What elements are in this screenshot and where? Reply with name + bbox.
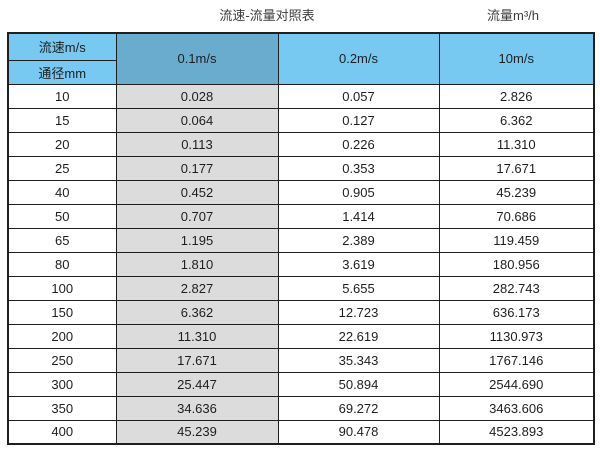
corner-velocity-label: 流速m/s: [7, 32, 117, 61]
table-row: 350 34.636 69.272 3463.606: [7, 395, 595, 421]
value-0-2ms-cell: 0.127: [277, 107, 440, 133]
table-row: 10 0.028 0.057 2.826: [7, 83, 595, 109]
table-row: 50 0.707 1.414 70.686: [7, 203, 595, 229]
value-10ms-cell: 6.362: [438, 107, 595, 133]
column-header-0-1ms: 0.1m/s: [115, 32, 279, 85]
table-row: 65 1.195 2.389 119.459: [7, 227, 595, 253]
diameter-cell: 40: [7, 179, 117, 205]
velocity-flowrate-table: 流速m/s 0.1m/s 0.2m/s 10m/s 通径mm 10 0.028 0.…: [7, 32, 595, 445]
value-0-1ms-cell: 0.028: [115, 83, 279, 109]
value-0-1ms-cell: 0.177: [115, 155, 279, 181]
table-row: 20 0.113 0.226 11.310: [7, 131, 595, 157]
diameter-cell: 200: [7, 323, 117, 349]
table-row: 150 6.362 12.723 636.173: [7, 299, 595, 325]
value-0-1ms-cell: 0.707: [115, 203, 279, 229]
table-row: 250 17.671 35.343 1767.146: [7, 347, 595, 373]
value-10ms-cell: 45.239: [438, 179, 595, 205]
diameter-cell: 10: [7, 83, 117, 109]
table-row: 80 1.810 3.619 180.956: [7, 251, 595, 277]
value-0-1ms-cell: 17.671: [115, 347, 279, 373]
value-0-2ms-cell: 0.353: [277, 155, 440, 181]
diameter-cell: 400: [7, 419, 117, 445]
value-0-2ms-cell: 0.226: [277, 131, 440, 157]
value-0-2ms-cell: 0.905: [277, 179, 440, 205]
table-row: 100 2.827 5.655 282.743: [7, 275, 595, 301]
diameter-cell: 100: [7, 275, 117, 301]
value-0-2ms-cell: 0.057: [277, 83, 440, 109]
value-10ms-cell: 636.173: [438, 299, 595, 325]
diameter-cell: 65: [7, 227, 117, 253]
value-0-2ms-cell: 3.619: [277, 251, 440, 277]
column-header-10ms: 10m/s: [438, 32, 595, 85]
table-row: 15 0.064 0.127 6.362: [7, 107, 595, 133]
value-10ms-cell: 2.826: [438, 83, 595, 109]
diameter-cell: 15: [7, 107, 117, 133]
value-0-1ms-cell: 0.064: [115, 107, 279, 133]
value-0-1ms-cell: 0.113: [115, 131, 279, 157]
value-0-2ms-cell: 2.389: [277, 227, 440, 253]
diameter-cell: 50: [7, 203, 117, 229]
table-row: 400 45.239 90.478 4523.893: [7, 419, 595, 445]
value-10ms-cell: 282.743: [438, 275, 595, 301]
diameter-cell: 80: [7, 251, 117, 277]
diameter-cell: 250: [7, 347, 117, 373]
value-10ms-cell: 70.686: [438, 203, 595, 229]
table-row: 200 11.310 22.619 1130.973: [7, 323, 595, 349]
value-0-2ms-cell: 90.478: [277, 419, 440, 445]
value-0-1ms-cell: 11.310: [115, 323, 279, 349]
value-0-1ms-cell: 0.452: [115, 179, 279, 205]
corner-diameter-label: 通径mm: [7, 59, 117, 85]
value-10ms-cell: 180.956: [438, 251, 595, 277]
column-header-0-2ms: 0.2m/s: [277, 32, 440, 85]
value-0-1ms-cell: 2.827: [115, 275, 279, 301]
value-0-1ms-cell: 25.447: [115, 371, 279, 397]
value-0-1ms-cell: 1.195: [115, 227, 279, 253]
diameter-cell: 20: [7, 131, 117, 157]
table-row: 25 0.177 0.353 17.671: [7, 155, 595, 181]
value-0-2ms-cell: 5.655: [277, 275, 440, 301]
table-row: 300 25.447 50.894 2544.690: [7, 371, 595, 397]
diameter-cell: 300: [7, 371, 117, 397]
value-10ms-cell: 3463.606: [438, 395, 595, 421]
value-10ms-cell: 11.310: [438, 131, 595, 157]
value-0-1ms-cell: 1.810: [115, 251, 279, 277]
table-header: 流速m/s 0.1m/s 0.2m/s 10m/s 通径mm: [7, 32, 595, 85]
value-0-1ms-cell: 45.239: [115, 419, 279, 445]
table-row: 40 0.452 0.905 45.239: [7, 179, 595, 205]
value-10ms-cell: 17.671: [438, 155, 595, 181]
value-10ms-cell: 119.459: [438, 227, 595, 253]
value-10ms-cell: 1130.973: [438, 323, 595, 349]
diameter-cell: 350: [7, 395, 117, 421]
value-0-2ms-cell: 12.723: [277, 299, 440, 325]
value-0-2ms-cell: 69.272: [277, 395, 440, 421]
diameter-cell: 25: [7, 155, 117, 181]
table-title: 流速-流量对照表: [219, 8, 315, 23]
flow-rate-unit-label: 流量m³/h: [486, 8, 540, 23]
value-10ms-cell: 4523.893: [438, 419, 595, 445]
value-0-2ms-cell: 50.894: [277, 371, 440, 397]
value-0-2ms-cell: 22.619: [277, 323, 440, 349]
value-0-1ms-cell: 6.362: [115, 299, 279, 325]
value-0-2ms-cell: 1.414: [277, 203, 440, 229]
value-0-2ms-cell: 35.343: [277, 347, 440, 373]
value-10ms-cell: 2544.690: [438, 371, 595, 397]
diameter-cell: 150: [7, 299, 117, 325]
value-10ms-cell: 1767.146: [438, 347, 595, 373]
table-body: 10 0.028 0.057 2.826 15 0.064 0.127 6.362 20 0.11…: [7, 83, 595, 445]
value-0-1ms-cell: 34.636: [115, 395, 279, 421]
